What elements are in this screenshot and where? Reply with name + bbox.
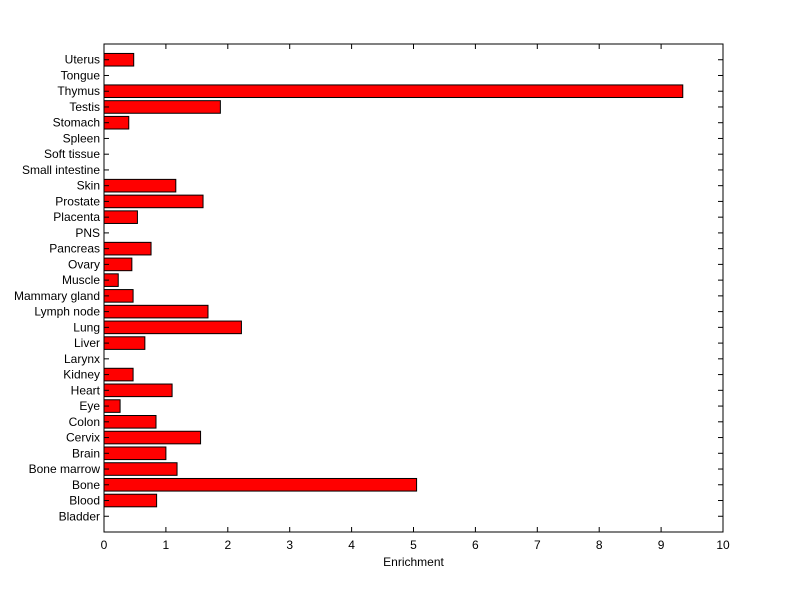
y-tick-label-bone-marrow: Bone marrow xyxy=(29,462,101,476)
y-tick-label-lymph-node: Lymph node xyxy=(34,305,100,319)
x-tick-label-7: 7 xyxy=(534,538,541,552)
y-tick-label-bladder: Bladder xyxy=(59,509,100,523)
bar-liver xyxy=(103,336,146,350)
y-tick-label-pancreas: Pancreas xyxy=(49,242,100,256)
y-tick-label-thymus: Thymus xyxy=(57,84,100,98)
x-tick-label-5: 5 xyxy=(410,538,417,552)
y-tick-label-placenta: Placenta xyxy=(53,210,100,224)
y-tick-label-tongue: Tongue xyxy=(61,68,101,82)
x-tick-label-8: 8 xyxy=(596,538,603,552)
bar-cervix xyxy=(103,430,202,445)
y-tick-label-blood: Blood xyxy=(69,494,100,508)
bar-lymph-node xyxy=(103,304,209,319)
bar-placenta xyxy=(103,210,138,224)
x-tick-label-2: 2 xyxy=(224,538,231,552)
y-tick-label-spleen: Spleen xyxy=(63,131,100,145)
bar-bone xyxy=(103,477,418,492)
bar-heart xyxy=(103,383,173,398)
x-tick-label-9: 9 xyxy=(658,538,665,552)
bar-blood xyxy=(103,493,158,508)
y-tick-label-pns: PNS xyxy=(75,226,100,240)
x-tick-label-1: 1 xyxy=(163,538,170,552)
y-tick-label-small-intestine: Small intestine xyxy=(22,163,100,177)
y-tick-label-uterus: Uterus xyxy=(65,53,100,67)
x-tick-label-6: 6 xyxy=(472,538,479,552)
y-tick-label-colon: Colon xyxy=(69,415,100,429)
y-tick-label-testis: Testis xyxy=(69,100,100,114)
y-tick-label-lung: Lung xyxy=(73,320,100,334)
y-tick-label-heart: Heart xyxy=(71,383,101,397)
bar-pancreas xyxy=(103,241,152,256)
y-tick-label-prostate: Prostate xyxy=(55,194,100,208)
x-tick-label-3: 3 xyxy=(286,538,293,552)
bar-colon xyxy=(103,415,157,429)
y-tick-label-soft-tissue: Soft tissue xyxy=(44,147,100,161)
bar-lung xyxy=(103,320,242,335)
x-tick-label-10: 10 xyxy=(716,538,730,552)
x-tick-label-0: 0 xyxy=(101,538,108,552)
y-tick-label-cervix: Cervix xyxy=(66,431,100,445)
y-tick-label-eye: Eye xyxy=(79,399,100,413)
y-tick-label-bone: Bone xyxy=(72,478,100,492)
bar-skin xyxy=(103,178,177,193)
bar-bone-marrow xyxy=(103,462,178,476)
bar-prostate xyxy=(103,194,204,209)
y-tick-label-liver: Liver xyxy=(74,336,100,350)
y-tick-label-ovary: Ovary xyxy=(68,257,100,271)
bar-thymus xyxy=(103,84,684,99)
y-tick-label-kidney: Kidney xyxy=(63,368,100,382)
bar-testis xyxy=(103,100,221,114)
y-tick-label-mammary-gland: Mammary gland xyxy=(14,289,100,303)
y-tick-label-skin: Skin xyxy=(77,179,100,193)
x-axis-label: Enrichment xyxy=(383,555,444,569)
x-tick-label-4: 4 xyxy=(348,538,355,552)
y-tick-label-brain: Brain xyxy=(72,446,100,460)
bar-brain xyxy=(103,446,167,461)
y-tick-label-stomach: Stomach xyxy=(53,116,100,130)
ticks-layer xyxy=(103,44,724,532)
y-tick-label-muscle: Muscle xyxy=(62,273,100,287)
y-tick-label-larynx: Larynx xyxy=(64,352,100,366)
